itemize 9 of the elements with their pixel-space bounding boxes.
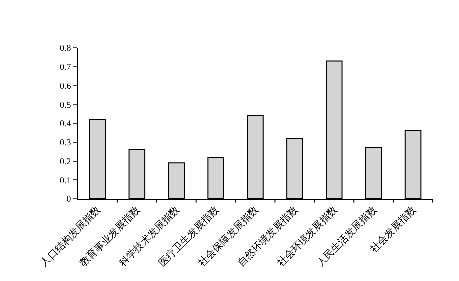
y-tick-label: 0.5 bbox=[60, 100, 72, 110]
y-tick-label: 0.7 bbox=[60, 62, 72, 72]
y-tick-label: 0.6 bbox=[60, 80, 72, 91]
y-tick-label: 0 bbox=[66, 194, 72, 204]
y-tick-label: 0.2 bbox=[60, 156, 72, 166]
y-tick-label: 0.3 bbox=[60, 138, 72, 148]
y-tick-label: 0.8 bbox=[60, 43, 72, 54]
y-tick-label: 0.1 bbox=[60, 175, 72, 186]
y-tick-label: 0.4 bbox=[60, 118, 72, 129]
